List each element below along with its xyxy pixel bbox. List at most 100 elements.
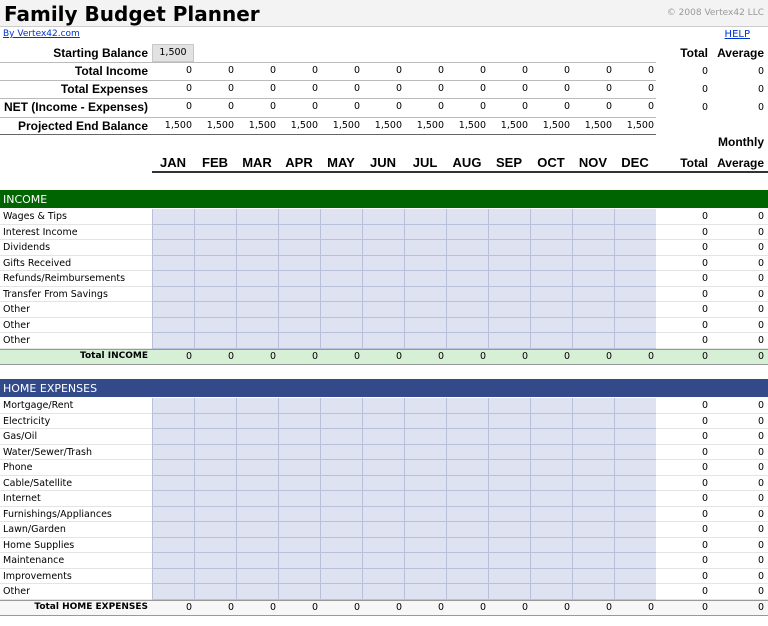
month-header: AUG (452, 154, 482, 170)
total-row-label: Total HOME EXPENSES (34, 602, 148, 612)
total-row-value: 0 (647, 350, 654, 362)
summary-value: 0 (437, 101, 444, 113)
starting-balance-label: Starting Balance (53, 46, 148, 60)
summary-value: 1,500 (542, 120, 570, 132)
month-header: APR (285, 154, 313, 170)
help-link[interactable]: HELP (724, 28, 750, 40)
row-total: 0 (701, 257, 708, 269)
summary-value: 0 (479, 101, 486, 113)
input-cells (152, 333, 656, 349)
monthly-header: Monthly (718, 135, 764, 149)
average-header: Average (717, 46, 764, 60)
summary-value: 0 (311, 83, 318, 95)
summary-value: 0 (269, 65, 276, 77)
row-total: 0 (701, 524, 708, 535)
row-label: Gifts Received (3, 257, 72, 269)
summary-value: 0 (563, 65, 570, 77)
summary-value: 1,500 (458, 120, 486, 132)
row-label: Transfer From Savings (3, 288, 108, 300)
total-row-value: 0 (647, 601, 654, 613)
row-label: Other (3, 319, 30, 331)
summary-value: 1,500 (416, 120, 444, 132)
title-bar (0, 0, 768, 27)
summary-value: 1,500 (248, 120, 276, 132)
row-average: 0 (757, 586, 764, 597)
summary-label: Total Expenses (60, 82, 148, 96)
month-header: DEC (621, 154, 649, 170)
total-row (0, 348, 768, 365)
total-row-average: 0 (757, 350, 764, 362)
input-cells (152, 302, 656, 318)
summary-value: 0 (185, 83, 192, 95)
input-cells (152, 398, 656, 414)
row-label: Home Supplies (3, 539, 75, 551)
month-header: MAR (242, 154, 272, 170)
row-label: Other (3, 335, 30, 346)
total-row-value: 0 (479, 350, 486, 362)
row-average: 0 (757, 335, 764, 346)
row-average: 0 (757, 226, 764, 238)
total-row-value: 0 (521, 350, 528, 362)
summary-value: 0 (353, 65, 360, 77)
row-average: 0 (757, 462, 764, 473)
total-row-value: 0 (479, 601, 486, 613)
summary-value: 0 (395, 83, 402, 95)
row-average: 0 (757, 273, 764, 284)
row-average: 0 (757, 415, 764, 427)
row-total: 0 (701, 211, 708, 222)
month-header: SEP (495, 154, 522, 170)
summary-value: 1,500 (206, 120, 234, 132)
row-average: 0 (757, 319, 764, 331)
input-cells (152, 506, 656, 522)
input-cells (152, 429, 656, 445)
row-total: 0 (701, 555, 708, 566)
summary-value: 1,500 (584, 120, 612, 132)
summary-value: 0 (521, 65, 528, 77)
row-average: 0 (757, 211, 764, 222)
summary-value: 0 (311, 101, 318, 113)
row-average: 0 (757, 257, 764, 269)
total-row-value: 0 (353, 601, 360, 613)
row-label: Water/Sewer/Trash (3, 446, 92, 458)
row-total: 0 (701, 273, 708, 284)
month-header: NOV (578, 154, 608, 170)
summary-value: 0 (395, 101, 402, 113)
row-average: 0 (757, 400, 764, 411)
summary-value: 1,500 (164, 120, 192, 132)
summary-row (0, 80, 656, 98)
row-total: 0 (701, 477, 708, 489)
row-average: 0 (757, 304, 764, 315)
input-cells (152, 224, 656, 240)
total-row-value: 0 (227, 601, 234, 613)
row-total: 0 (701, 446, 708, 458)
total-row-total: 0 (701, 350, 708, 362)
month-header: JUN (369, 154, 396, 170)
row-total: 0 (701, 335, 708, 346)
row-average: 0 (757, 242, 764, 253)
row-label: Other (3, 304, 30, 315)
summary-label: Projected End Balance (17, 119, 148, 133)
row-label: Phone (3, 462, 33, 473)
average-column-header: Average (717, 156, 764, 170)
row-label: Improvements (3, 570, 72, 582)
total-row-value: 0 (521, 601, 528, 613)
summary-value: 0 (521, 101, 528, 113)
link[interactable]: By Vertex42.com (3, 29, 80, 39)
summary-value: 0 (185, 65, 192, 77)
section-header (0, 379, 768, 397)
summary-total: 0 (701, 84, 708, 96)
summary-average: 0 (757, 102, 764, 114)
row-label: Refunds/Reimbursements (3, 273, 126, 284)
input-cells (152, 286, 656, 302)
row-label: Cable/Satellite (3, 477, 73, 489)
total-row-total: 0 (701, 601, 708, 613)
row-total: 0 (701, 431, 708, 442)
summary-value: 0 (479, 83, 486, 95)
copyright: © 2008 Vertex42 LLC (666, 7, 764, 18)
section-header (0, 190, 768, 208)
row-total: 0 (701, 226, 708, 238)
input-cells (152, 537, 656, 553)
total-row (0, 599, 768, 616)
summary-value: 0 (605, 65, 612, 77)
total-row-value: 0 (563, 601, 570, 613)
